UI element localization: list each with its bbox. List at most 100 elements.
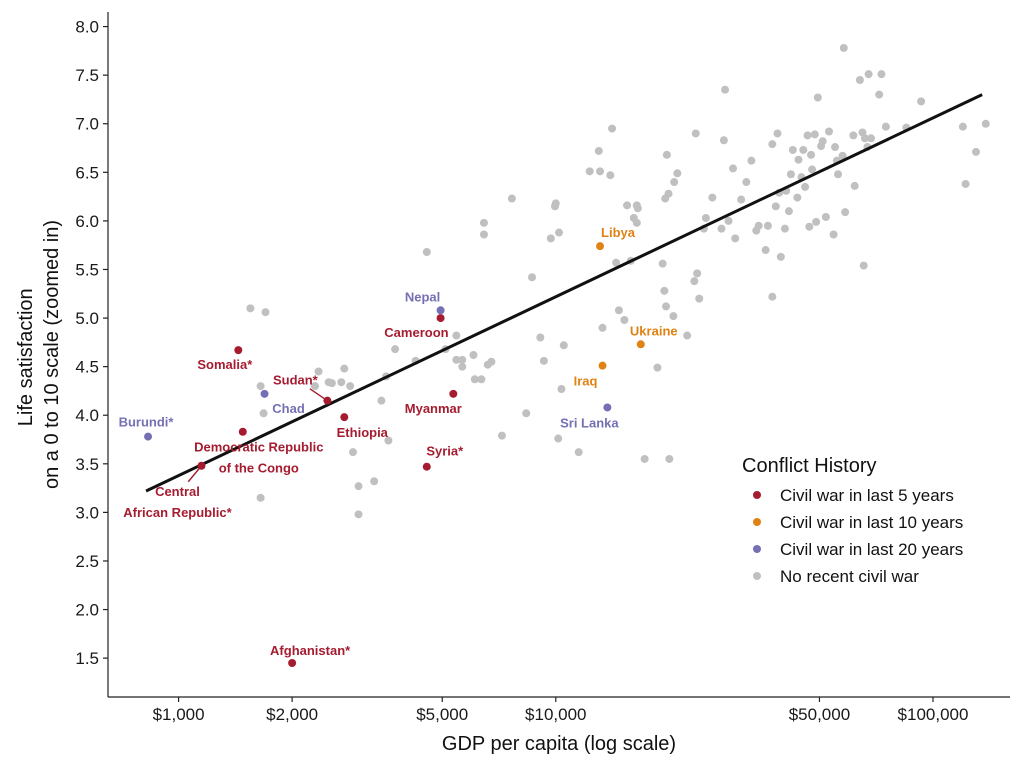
point-label-line: Afghanistan* bbox=[270, 643, 351, 658]
data-point bbox=[747, 156, 756, 165]
data-point bbox=[469, 350, 478, 359]
data-point bbox=[665, 454, 674, 463]
data-point bbox=[801, 182, 810, 191]
data-point-labeled bbox=[603, 403, 612, 412]
data-point bbox=[864, 70, 873, 79]
data-point-labeled bbox=[144, 432, 153, 441]
data-point bbox=[721, 85, 730, 94]
data-point bbox=[557, 384, 566, 393]
y-tick-label: 5.5 bbox=[75, 260, 99, 279]
data-point bbox=[829, 230, 838, 239]
data-point bbox=[754, 221, 763, 230]
x-tick-label: $100,000 bbox=[898, 705, 969, 724]
data-point bbox=[803, 131, 812, 140]
y-axis-title-line-2: on a 0 to 10 scale (zoomed in) bbox=[41, 220, 63, 489]
data-point bbox=[961, 179, 970, 188]
point-label: Iraq bbox=[574, 374, 598, 389]
y-tick-label: 4.0 bbox=[75, 406, 99, 425]
data-point bbox=[384, 436, 393, 445]
point-label-line: Central bbox=[155, 484, 200, 499]
data-point bbox=[691, 129, 700, 138]
data-point bbox=[632, 218, 641, 227]
point-label: Ethiopia bbox=[337, 425, 389, 440]
point-label: Ukraine bbox=[630, 323, 678, 338]
data-point bbox=[693, 269, 702, 278]
data-point bbox=[669, 312, 678, 321]
point-label: Sri Lanka bbox=[560, 415, 619, 430]
data-point bbox=[917, 97, 926, 106]
data-point bbox=[729, 164, 738, 173]
point-label-line: Ethiopia bbox=[337, 425, 389, 440]
data-point bbox=[708, 193, 717, 202]
data-point bbox=[701, 213, 710, 222]
data-point-labeled bbox=[260, 389, 269, 398]
data-point bbox=[780, 224, 789, 233]
data-point bbox=[771, 202, 780, 211]
point-label-line: of the Congo bbox=[219, 461, 299, 476]
data-point bbox=[337, 378, 346, 387]
point-label: Sudan* bbox=[273, 373, 319, 388]
data-point bbox=[768, 140, 777, 149]
y-axis-title-line-1: Life satisfaction bbox=[15, 288, 37, 426]
data-point bbox=[246, 304, 255, 313]
data-point bbox=[794, 155, 803, 164]
data-point bbox=[731, 234, 740, 243]
x-tick-label: $1,000 bbox=[153, 705, 205, 724]
x-axis-title: GDP per capita (log scale) bbox=[442, 733, 676, 755]
y-tick-label: 1.5 bbox=[75, 649, 99, 668]
data-point bbox=[662, 150, 671, 159]
data-point bbox=[673, 169, 682, 178]
data-point bbox=[452, 355, 461, 364]
data-point bbox=[742, 178, 751, 187]
data-point bbox=[768, 292, 777, 301]
point-label-line: Burundi* bbox=[119, 415, 175, 430]
point-label: Syria* bbox=[426, 444, 464, 459]
data-point bbox=[327, 379, 336, 388]
point-label: Nepal bbox=[405, 289, 440, 304]
point-label: Somalia* bbox=[197, 357, 253, 372]
y-tick-label: 2.5 bbox=[75, 552, 99, 571]
data-point bbox=[773, 129, 782, 138]
data-point bbox=[763, 221, 772, 230]
y-tick-label: 3.5 bbox=[75, 455, 99, 474]
point-label-line: Cameroon bbox=[384, 325, 448, 340]
data-point bbox=[824, 127, 833, 136]
data-point bbox=[859, 261, 868, 270]
x-tick-label: $50,000 bbox=[789, 705, 850, 724]
data-point bbox=[834, 170, 843, 179]
data-point bbox=[522, 409, 531, 418]
data-point bbox=[640, 454, 649, 463]
data-point bbox=[658, 259, 667, 268]
data-point bbox=[810, 130, 819, 139]
data-point bbox=[596, 167, 605, 176]
data-point bbox=[818, 137, 827, 146]
data-point bbox=[370, 477, 379, 486]
legend-item-label: Civil war in last 5 years bbox=[780, 486, 954, 505]
data-point-labeled bbox=[288, 658, 297, 667]
point-label: Myanmar bbox=[405, 401, 462, 416]
data-point bbox=[821, 213, 830, 222]
y-tick-label: 6.0 bbox=[75, 212, 99, 231]
data-point-labeled bbox=[596, 242, 605, 251]
point-label-line: Ukraine bbox=[630, 323, 678, 338]
y-ticks: 1.5 2.0 2.5 3.0 3.5 4.0 4.5 5.0 5.5 6.0 6.5 7.0 7.5 8… bbox=[75, 18, 108, 668]
point-label-line: Chad bbox=[272, 401, 305, 416]
y-axis-title: Life satisfaction on a 0 to 10 scale (zo… bbox=[15, 220, 63, 489]
data-point bbox=[841, 208, 850, 217]
data-point bbox=[497, 431, 506, 440]
data-point bbox=[487, 357, 496, 366]
data-point-labeled bbox=[340, 413, 349, 422]
data-point bbox=[555, 228, 564, 237]
data-point bbox=[546, 234, 555, 243]
data-point bbox=[612, 258, 621, 267]
data-point-labeled bbox=[234, 346, 243, 355]
data-point bbox=[458, 362, 467, 371]
data-point-labeled bbox=[197, 461, 206, 470]
data-point bbox=[812, 217, 821, 226]
legend-swatch bbox=[753, 518, 761, 526]
legend: Conflict History Civil war in last 5 yea… bbox=[742, 455, 963, 586]
data-point bbox=[850, 181, 859, 190]
data-point-labeled bbox=[598, 361, 607, 370]
data-point bbox=[256, 493, 265, 502]
data-point bbox=[799, 145, 808, 154]
